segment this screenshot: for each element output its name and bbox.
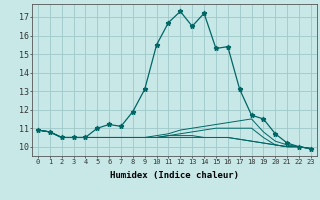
X-axis label: Humidex (Indice chaleur): Humidex (Indice chaleur) bbox=[110, 171, 239, 180]
